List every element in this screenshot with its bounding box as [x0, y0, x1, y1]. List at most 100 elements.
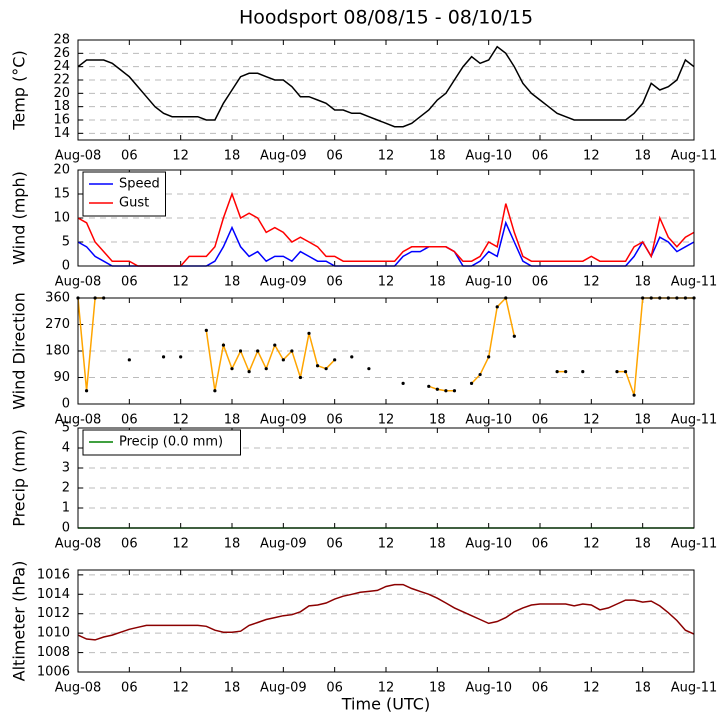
- x-tick-label: Aug-10: [465, 537, 512, 552]
- y-axis-label: Altimeter (hPa): [10, 561, 29, 682]
- data-line: [77, 45, 695, 128]
- y-tick-label: 15: [53, 187, 70, 202]
- x-tick-label: Aug-08: [55, 149, 102, 164]
- x-tick-label: 12: [378, 681, 395, 696]
- data-point: [632, 393, 636, 397]
- data-point: [213, 389, 217, 393]
- y-tick-label: 1012: [37, 606, 70, 621]
- x-tick-label: 12: [583, 275, 600, 290]
- data-point: [435, 387, 439, 391]
- y-tick-label: 3: [62, 461, 70, 476]
- x-tick-label: 12: [172, 275, 189, 290]
- legend-label: Precip (0.0 mm): [119, 435, 223, 450]
- panel: Wind Direction 0 90 180 270 360 Aug-08 06 12 18 Au…: [10, 291, 718, 428]
- data-point: [256, 349, 260, 353]
- y-tick-label: 14: [53, 126, 70, 141]
- data-point: [307, 331, 311, 335]
- x-tick-label: 18: [224, 413, 241, 428]
- data-line: [77, 220, 695, 267]
- data-point: [273, 343, 277, 347]
- data-line: [77, 191, 695, 267]
- x-tick-label: Aug-08: [55, 681, 102, 696]
- chart-title: Hoodsport 08/08/15 - 08/10/15: [239, 7, 533, 29]
- data-point: [230, 367, 234, 371]
- y-axis-label: Wind Direction: [10, 292, 29, 410]
- x-tick-label: 18: [224, 681, 241, 696]
- y-tick-label: 16: [53, 113, 70, 128]
- y-tick-label: 1006: [37, 665, 70, 680]
- data-point: [315, 364, 320, 368]
- x-tick-label: 18: [634, 413, 651, 428]
- x-tick-label: Aug-11: [671, 413, 718, 428]
- x-tick-label: Aug-10: [465, 275, 512, 290]
- x-tick-label: 18: [429, 537, 446, 552]
- y-tick-label: 22: [53, 73, 70, 88]
- x-tick-label: 06: [326, 413, 343, 428]
- x-tick-label: 06: [532, 275, 549, 290]
- plot-frame: [77, 569, 695, 673]
- legend-label: Speed: [119, 177, 160, 192]
- x-tick-label: 18: [429, 149, 446, 164]
- x-tick-label: 12: [172, 537, 189, 552]
- data-point: [247, 370, 251, 374]
- data-point: [555, 370, 559, 374]
- x-tick-label: Aug-11: [671, 149, 718, 164]
- data-point: [452, 389, 457, 393]
- x-tick-label: Aug-09: [260, 537, 307, 552]
- x-tick-label: Aug-09: [260, 275, 307, 290]
- y-tick-label: 28: [53, 33, 70, 48]
- data-point: [564, 370, 568, 374]
- x-tick-label: Aug-11: [671, 681, 718, 696]
- panel: Hoodsport 08/08/15 - 08/10/15 Temp (°C) 14…: [10, 7, 718, 164]
- y-tick-label: 5: [62, 235, 70, 250]
- data-point: [264, 367, 268, 371]
- x-tick-label: 18: [429, 413, 446, 428]
- x-axis-label: Time (UTC): [341, 695, 430, 714]
- x-tick-label: 12: [172, 681, 189, 696]
- panel: Wind (mph) 0 5 10 15 20 Aug-08 06 12 18 Aug-09 06 12…: [10, 163, 718, 290]
- data-point: [333, 358, 337, 362]
- x-tick-label: 18: [429, 275, 446, 290]
- x-tick-label: 12: [378, 149, 395, 164]
- x-tick-label: 06: [121, 537, 138, 552]
- data-point: [367, 367, 371, 371]
- x-tick-label: 06: [326, 275, 343, 290]
- y-tick-label: 5: [62, 421, 70, 436]
- x-tick-label: 18: [634, 537, 651, 552]
- data-point: [127, 358, 131, 362]
- y-tick-label: 1014: [37, 587, 70, 602]
- x-tick-label: 12: [172, 149, 189, 164]
- x-tick-label: 06: [532, 149, 549, 164]
- data-point: [444, 389, 448, 393]
- data-point: [179, 355, 183, 359]
- x-tick-label: 18: [224, 275, 241, 290]
- plot-frame: [77, 297, 695, 405]
- data-point: [350, 355, 354, 359]
- x-tick-label: Aug-08: [55, 537, 102, 552]
- x-tick-label: 18: [634, 149, 651, 164]
- x-tick-label: 06: [532, 413, 549, 428]
- x-tick-label: 06: [121, 149, 138, 164]
- y-tick-label: 90: [53, 370, 70, 385]
- data-point: [290, 349, 294, 353]
- x-tick-label: Aug-08: [55, 275, 102, 290]
- data-point: [512, 334, 516, 338]
- x-tick-label: 18: [634, 275, 651, 290]
- y-tick-label: 10: [53, 211, 70, 226]
- data-point: [161, 355, 166, 359]
- y-tick-label: 0: [62, 521, 70, 536]
- plot-frame: [77, 169, 695, 267]
- x-tick-label: 06: [121, 413, 138, 428]
- y-tick-label: 18: [53, 99, 70, 114]
- y-axis-label: Temp (°C): [10, 50, 29, 130]
- x-tick-label: Aug-08: [55, 413, 102, 428]
- y-tick-label: 1016: [37, 567, 70, 582]
- x-tick-label: 06: [532, 537, 549, 552]
- x-tick-label: 18: [224, 149, 241, 164]
- y-tick-label: 0: [62, 259, 70, 274]
- x-tick-label: 18: [429, 681, 446, 696]
- y-tick-label: 20: [53, 163, 70, 178]
- x-tick-label: 12: [378, 413, 395, 428]
